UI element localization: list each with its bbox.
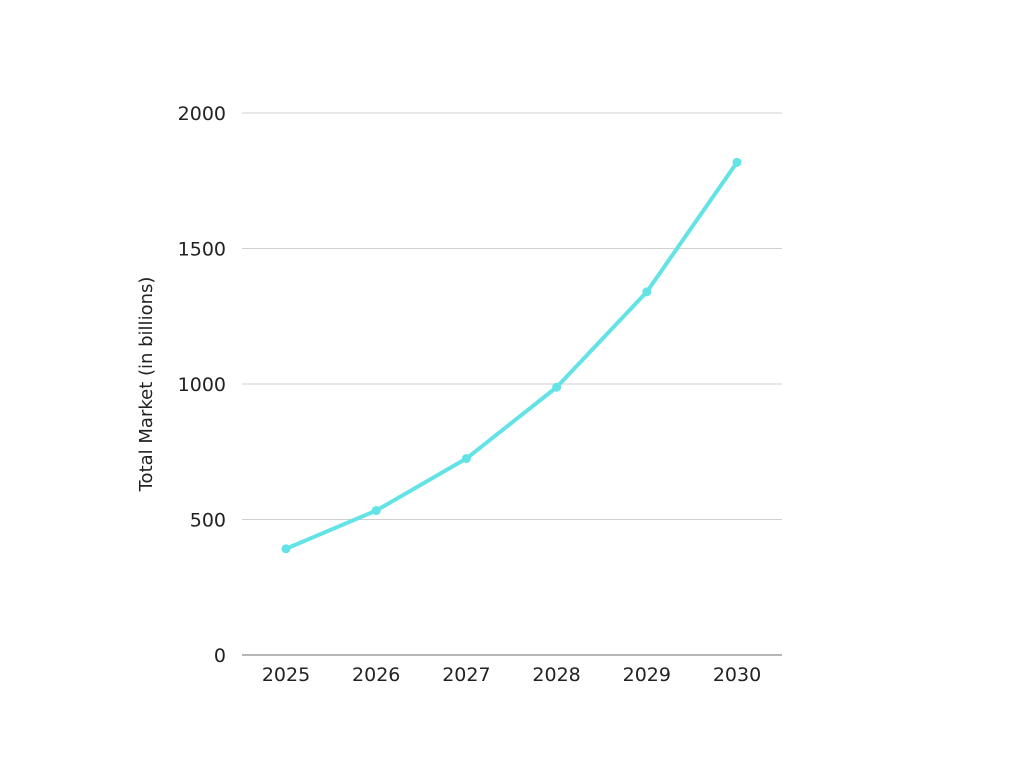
x-tick-label: 2025 <box>262 664 310 686</box>
x-tick-label: 2029 <box>623 664 671 686</box>
y-axis-title: Total Market (in billions) <box>136 277 157 493</box>
data-point-2027 <box>461 454 471 464</box>
label-layer: 0 500 1000 1500 2000 2025 2026 2027 2028 2029 2030 <box>178 103 762 686</box>
y-tick-label: 2000 <box>178 103 226 125</box>
series-layer <box>281 157 742 554</box>
data-point-2025 <box>281 544 291 554</box>
x-tick-label: 2027 <box>442 664 490 686</box>
y-tick-label: 1000 <box>178 374 226 396</box>
data-point-2030 <box>732 157 742 167</box>
data-point-2028 <box>552 382 562 392</box>
y-tick-label: 500 <box>190 510 226 532</box>
data-point-2026 <box>371 506 381 516</box>
grid-layer <box>242 112 782 520</box>
x-tick-label: 2030 <box>713 664 761 686</box>
y-tick-label: 0 <box>214 645 226 667</box>
x-tick-label: 2028 <box>532 664 580 686</box>
x-tick-label: 2026 <box>352 664 400 686</box>
y-tick-label: 1500 <box>178 239 226 261</box>
series-line <box>284 160 739 551</box>
data-point-2029 <box>642 287 652 297</box>
